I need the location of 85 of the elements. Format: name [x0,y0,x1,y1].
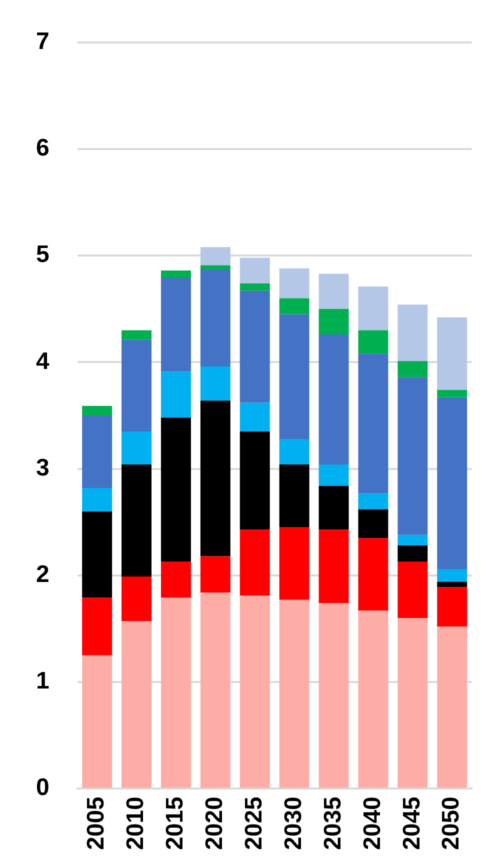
bar [279,314,310,439]
bar [200,366,230,401]
bar [318,530,349,604]
x-tick-label: 2015 [162,796,189,850]
bar [200,400,230,556]
bar [358,509,388,538]
y-tick-label: 0 [36,774,50,802]
bar [240,596,270,788]
bar [437,582,468,588]
bar [437,397,468,570]
bar [358,610,388,788]
bar [358,354,388,494]
bar [82,488,112,512]
bar [160,418,191,562]
bar [358,330,388,354]
bar [318,464,349,486]
bar [318,274,349,309]
bar [122,576,152,622]
bar [437,569,468,582]
bar [358,286,388,330]
bar [122,431,152,465]
bar [240,290,270,403]
x-tick-label: 2035 [319,796,346,850]
x-tick-label: 2020 [201,796,228,850]
bar [82,416,112,488]
bar [82,406,112,416]
bar [398,377,428,535]
bar [279,438,310,465]
bar [318,308,349,334]
bar [398,534,428,546]
bar [279,268,310,298]
x-tick-label: 2050 [438,796,465,850]
bar [122,340,152,432]
bar [279,527,310,600]
y-tick-label: 4 [36,348,50,375]
bar [82,598,112,656]
bar [318,486,349,530]
bar [240,258,270,284]
y-tick-label: 3 [36,454,50,482]
bar [240,402,270,432]
y-tick-label: 1 [36,668,50,695]
bar [82,511,112,598]
x-tick-label: 2005 [82,796,110,850]
bar [318,334,349,465]
bar [240,283,270,291]
bar [200,592,230,788]
bar [200,247,230,266]
x-tick-label: 2040 [358,796,386,850]
bar [160,278,191,372]
bar [122,464,152,576]
bar [122,330,152,340]
bar [160,372,191,418]
bar [358,493,388,510]
bar [160,270,191,278]
bar [160,562,191,598]
x-tick-label: 2030 [280,796,307,850]
x-tick-label: 2045 [398,796,426,850]
bar [200,269,230,366]
bar [437,587,468,627]
bar [398,304,428,362]
bar [160,598,191,788]
bar [437,390,468,398]
y-tick-label: 5 [36,241,50,268]
bar [437,317,468,390]
bar [200,556,230,592]
x-tick-label: 2025 [240,796,268,850]
bar [358,538,388,611]
y-tick-label: 6 [36,134,50,162]
bar [398,562,428,618]
bar [122,621,152,788]
bar [279,600,310,788]
bar [279,298,310,314]
bar [398,546,428,562]
bar [200,265,230,270]
x-tick-label: 2010 [122,796,150,850]
bar [279,464,310,528]
bar [240,530,270,596]
bar [240,431,270,530]
bar [398,618,428,788]
bar [82,655,112,788]
bar [398,361,428,378]
y-tick-label: 2 [36,561,50,588]
y-tick-label: 7 [36,28,50,56]
bar [318,603,349,788]
bar [437,626,468,788]
